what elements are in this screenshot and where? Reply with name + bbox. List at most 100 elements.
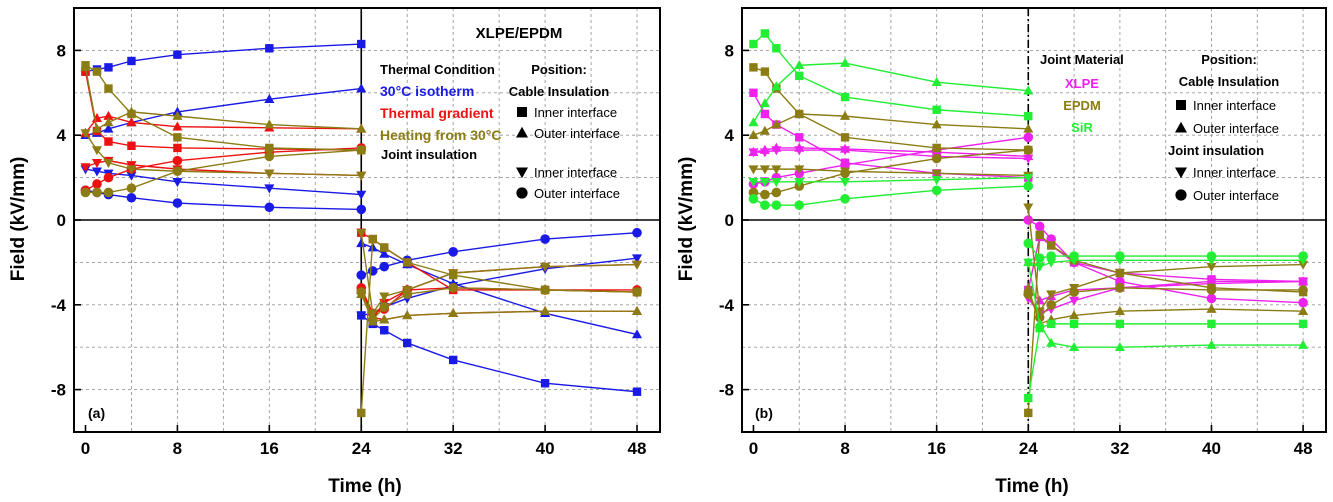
data-point-olive-circle <box>840 168 850 179</box>
data-point-green-square <box>772 44 781 53</box>
data-point-olive-triangle-up <box>1206 303 1217 313</box>
y-tick-label: 0 <box>57 211 66 230</box>
data-point-olive-triangle-up <box>379 314 390 324</box>
data-point-magenta-triangle-up <box>1034 295 1045 305</box>
data-point-green-square <box>1046 319 1056 329</box>
data-point-olive-triangle-up <box>264 119 275 129</box>
data-point-olive-circle <box>402 289 413 300</box>
data-point-green-square <box>1115 319 1125 329</box>
data-point-olive-circle <box>92 187 102 198</box>
x-tick-label: 24 <box>1019 439 1038 458</box>
data-point-olive-circle <box>379 302 390 312</box>
data-point-green-circle <box>1023 181 1034 191</box>
data-point-blue-square <box>448 355 458 365</box>
data-point-blue-square <box>127 56 136 66</box>
data-point-green-square <box>1069 319 1079 329</box>
data-point-green-square <box>932 105 941 114</box>
data-point-green-triangle-up <box>748 117 759 127</box>
data-point-green-triangle-up <box>931 76 942 86</box>
legend-entry-magenta: XLPE <box>1065 76 1099 91</box>
data-point-magenta-circle <box>1034 221 1045 232</box>
data-point-green-triangle-up <box>759 98 770 108</box>
data-point-olive-square <box>403 258 412 267</box>
data-point-olive-circle <box>1034 312 1045 323</box>
data-point-olive-triangle-up <box>931 119 942 129</box>
data-point-green-square <box>749 39 758 49</box>
data-point-blue-square <box>540 379 550 388</box>
data-point-olive-triangle-down <box>1023 203 1034 213</box>
data-point-green-triangle-down <box>1023 258 1034 268</box>
data-point-olive-triangle-down <box>367 309 378 319</box>
data-point-red-triangle-down <box>91 158 103 169</box>
legend-group-title: Joint Material <box>1040 52 1124 67</box>
data-point-olive-triangle-up <box>356 123 367 133</box>
legend-cable-title: Cable Insulation <box>509 84 609 99</box>
legend-marker-square <box>1176 100 1186 110</box>
data-point-green-triangle-up <box>771 81 782 91</box>
data-point-olive-triangle-up <box>540 305 551 315</box>
data-point-green-triangle-up <box>840 57 851 67</box>
data-point-olive-circle <box>1023 145 1034 155</box>
data-point-olive-triangle-down <box>103 158 114 169</box>
x-tick-label: 32 <box>444 439 463 458</box>
zero-line <box>742 8 1326 432</box>
data-point-olive-triangle-down <box>794 165 805 175</box>
data-point-olive-circle <box>771 187 782 198</box>
data-point-olive-circle <box>1206 285 1217 295</box>
data-point-blue-square <box>265 44 274 53</box>
data-point-blue-triangle-up <box>356 238 367 248</box>
data-point-olive-triangle-down <box>356 171 367 181</box>
data-point-green-circle <box>1115 251 1125 261</box>
data-point-blue-triangle-down <box>356 311 367 321</box>
data-point-green-circle <box>1023 238 1034 249</box>
legend-position-title: Position: <box>1201 52 1257 67</box>
legend-marker-square <box>517 107 527 117</box>
y-tick-label: 4 <box>725 126 735 145</box>
data-point-olive-triangle-down <box>748 165 759 175</box>
data-point-olive-square <box>932 143 941 153</box>
x-tick-label: 16 <box>260 439 279 458</box>
data-point-green-circle <box>1298 251 1308 261</box>
data-point-olive-circle <box>1069 287 1079 297</box>
data-point-olive-circle <box>367 314 378 325</box>
data-point-olive-triangle-up <box>1023 282 1034 292</box>
y-tick-label: -4 <box>51 296 67 315</box>
data-point-olive-circle <box>448 283 458 293</box>
data-point-green-triangle-up <box>1206 339 1217 349</box>
legend-marker-label-square: Inner interface <box>534 105 617 120</box>
data-point-olive-triangle-down <box>448 269 459 279</box>
data-point-blue-square <box>632 387 642 396</box>
data-point-blue-circle <box>356 204 367 215</box>
data-point-olive-circle <box>264 151 275 162</box>
data-point-green-square <box>1298 319 1308 329</box>
data-point-green-circle <box>760 200 770 210</box>
data-point-olive-triangle-up <box>1023 123 1034 133</box>
data-point-olive-circle <box>172 166 183 177</box>
data-point-olive-triangle-up <box>1069 310 1080 320</box>
data-point-olive-circle <box>632 287 642 297</box>
data-point-green-square <box>760 29 770 38</box>
data-point-magenta-triangle-down <box>1298 277 1309 287</box>
y-tick-label: 0 <box>725 211 734 230</box>
legend-marker-label-triangle-up: Outer interface <box>1193 121 1279 136</box>
data-point-magenta-circle <box>1023 215 1034 225</box>
data-point-green-circle <box>1206 251 1217 261</box>
data-point-olive-triangle-up <box>1298 305 1309 315</box>
data-point-olive-square <box>173 133 182 142</box>
legend-marker-label-triangle-up: Outer interface <box>534 126 620 141</box>
data-point-magenta-circle <box>1206 293 1217 304</box>
data-point-magenta-circle <box>1023 132 1034 143</box>
data-point-olive-triangle-up <box>1114 305 1125 315</box>
data-point-olive-circle <box>1023 289 1034 300</box>
x-tick-label: 0 <box>749 439 758 458</box>
data-point-blue-circle <box>264 202 275 213</box>
data-point-blue-square <box>403 338 412 348</box>
data-point-olive-triangle-up <box>759 125 770 135</box>
data-point-blue-triangle-down <box>172 178 183 188</box>
data-point-green-circle <box>1046 251 1056 261</box>
data-point-olive-circle <box>356 145 367 155</box>
legend-entry-red: Thermal gradient <box>380 105 494 121</box>
data-point-green-triangle-up <box>1114 341 1125 351</box>
data-point-magenta-triangle-down <box>794 146 805 156</box>
